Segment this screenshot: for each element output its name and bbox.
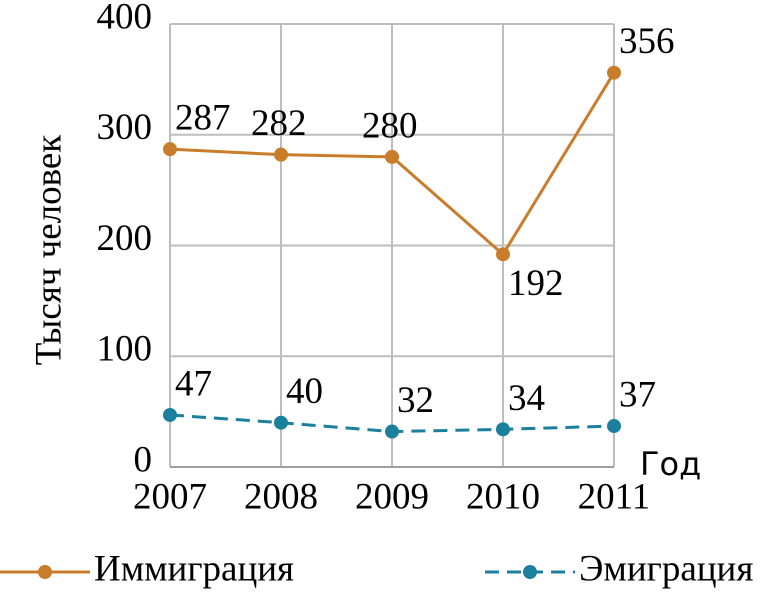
x-axis-label: Год xyxy=(640,445,701,483)
data-point xyxy=(496,422,510,437)
x-tick-label: 2009 xyxy=(355,476,429,517)
data-point xyxy=(163,142,177,157)
y-tick-label: 0 xyxy=(134,439,153,480)
data-label: 47 xyxy=(175,363,212,404)
x-tick-label: 2011 xyxy=(578,476,651,517)
data-label: 356 xyxy=(619,21,675,62)
legend-marker xyxy=(38,565,52,579)
x-tick-label: 2010 xyxy=(466,476,540,517)
y-tick-label: 400 xyxy=(97,0,153,37)
x-tick-label: 2008 xyxy=(244,476,318,517)
data-point xyxy=(607,65,621,80)
data-point xyxy=(385,149,399,164)
data-label: 32 xyxy=(397,380,434,421)
data-label: 40 xyxy=(286,371,323,412)
y-tick-label: 100 xyxy=(97,329,153,370)
data-point xyxy=(274,415,288,430)
y-tick-label: 300 xyxy=(97,107,153,148)
legend-label: Эмиграция xyxy=(579,548,753,589)
data-point xyxy=(496,247,510,262)
x-tick-label: 2007 xyxy=(133,476,207,517)
data-point xyxy=(385,424,399,439)
legend-marker xyxy=(523,565,537,579)
y-axis-label: Тысяч человек xyxy=(28,134,69,366)
data-label: 34 xyxy=(508,378,545,419)
data-label: 282 xyxy=(251,103,307,144)
data-point xyxy=(607,419,621,434)
data-label: 37 xyxy=(619,375,656,416)
y-tick-label: 200 xyxy=(97,218,153,259)
data-label: 287 xyxy=(175,98,231,139)
data-point xyxy=(163,407,177,422)
data-point xyxy=(274,147,288,162)
data-label: 192 xyxy=(508,263,564,304)
data-label: 280 xyxy=(362,105,418,146)
legend-label: Иммиграция xyxy=(94,548,294,589)
